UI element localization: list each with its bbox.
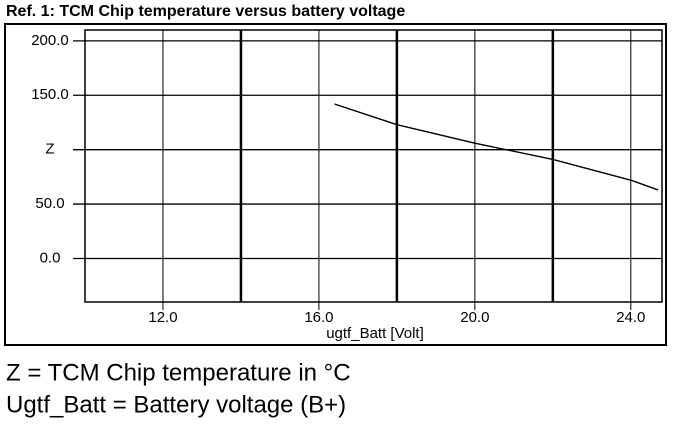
plot-area <box>84 29 663 303</box>
x-axis-label: ugtf_Batt [Volt] <box>326 325 424 342</box>
frame <box>4 23 667 346</box>
x-tick-label: 24.0 <box>616 309 645 326</box>
y-tick-label: 0.0 <box>40 249 61 266</box>
data-line <box>334 103 659 191</box>
note: Ugtf_Batt = Battery voltage (B+) <box>6 391 346 418</box>
note: Z = TCM Chip temperature in °C <box>6 359 351 386</box>
y-tick-label: 50.0 <box>35 195 64 212</box>
x-tick-label: 12.0 <box>148 309 177 326</box>
y-tick-label: Z <box>45 141 54 158</box>
x-tick-label: 16.0 <box>304 309 333 326</box>
y-tick-label: 150.0 <box>31 86 69 103</box>
y-tick-label: 200.0 <box>31 32 69 49</box>
x-tick-label: 20.0 <box>460 309 489 326</box>
chart-title: Ref. 1: TCM Chip temperature versus batt… <box>6 3 405 20</box>
